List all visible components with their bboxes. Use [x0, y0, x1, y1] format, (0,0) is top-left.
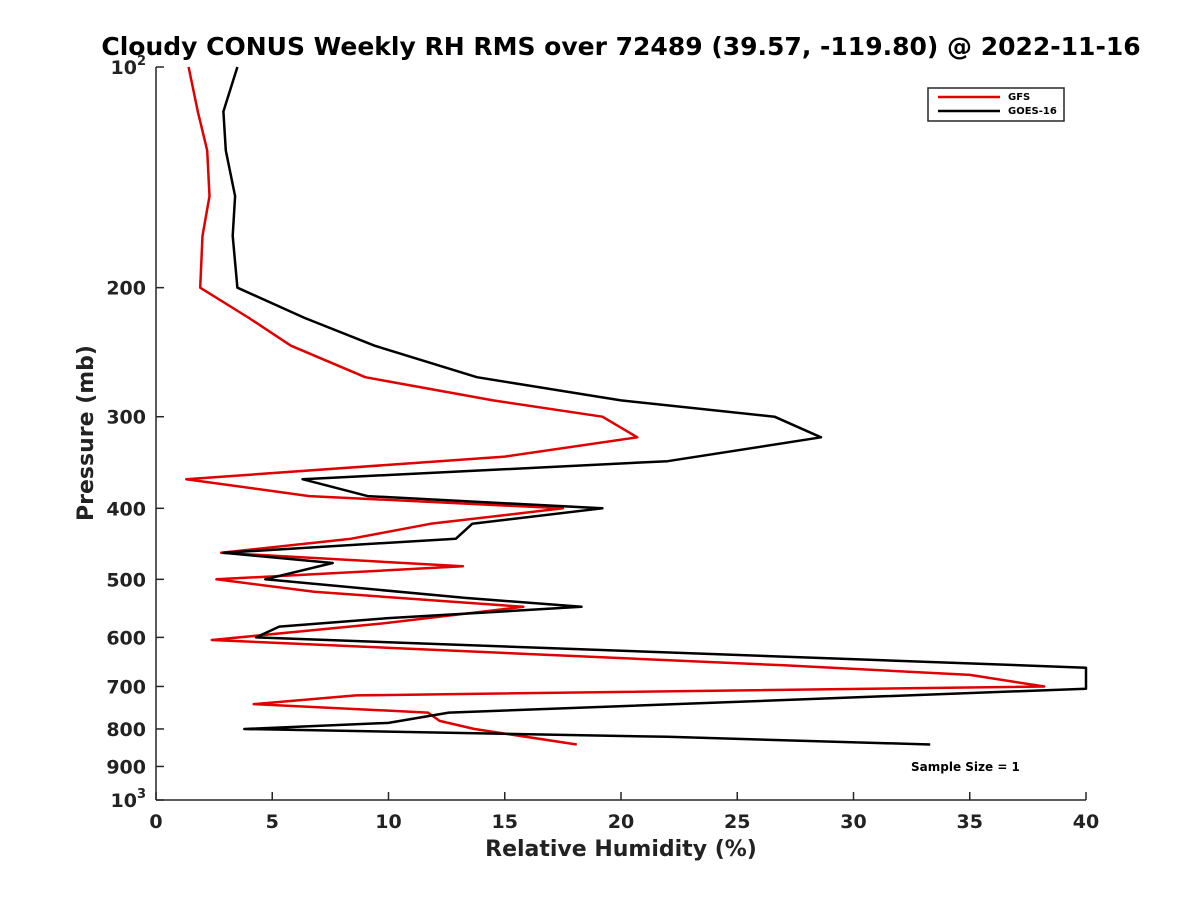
y-tick-label: 500 — [106, 569, 146, 591]
x-tick-label: 25 — [724, 811, 750, 833]
chart-title: Cloudy CONUS Weekly RH RMS over 72489 (3… — [101, 32, 1140, 61]
y-tick-label: 300 — [106, 407, 146, 429]
y-tick-exponent: 3 — [137, 787, 146, 802]
sample-size-annotation: Sample Size = 1 — [911, 760, 1020, 774]
series-line-goes16 — [222, 66, 1088, 746]
x-tick-label: 10 — [375, 811, 401, 833]
x-tick-label: 40 — [1073, 811, 1099, 833]
y-tick-label: 700 — [106, 676, 146, 698]
x-tick-label: 30 — [840, 811, 866, 833]
x-tick-label: 15 — [492, 811, 518, 833]
y-tick-base: 10 — [111, 790, 137, 812]
legend: GFS GOES-16 — [927, 87, 1065, 122]
y-tick-exponent: 2 — [137, 54, 146, 69]
x-axis-label: Relative Humidity (%) — [485, 837, 757, 862]
x-tick-label: 5 — [266, 811, 279, 833]
x-ticks: 0 5 10 15 20 25 30 35 40 — [149, 792, 1099, 833]
legend-box — [927, 87, 1065, 122]
x-tick-label: 0 — [149, 811, 162, 833]
y-tick-label: 200 — [106, 278, 146, 300]
y-tick-label: 800 — [106, 719, 146, 741]
y-tick-label: 103 — [111, 787, 147, 812]
y-tick-label: 400 — [106, 498, 146, 520]
series-layer — [184, 66, 1088, 746]
x-tick-label: 35 — [957, 811, 983, 833]
legend-label-goes16: GOES-16 — [1008, 106, 1057, 117]
y-axis-label: Pressure (mb) — [74, 345, 99, 521]
plot-area — [155, 67, 1086, 801]
series-line-gfs — [184, 66, 1046, 746]
y-tick-label: 102 — [111, 54, 147, 79]
y-tick-label: 600 — [106, 627, 146, 649]
y-tick-label: 900 — [106, 756, 146, 778]
y-tick-base: 10 — [111, 57, 137, 79]
x-tick-label: 20 — [608, 811, 634, 833]
legend-label-gfs: GFS — [1008, 92, 1030, 103]
